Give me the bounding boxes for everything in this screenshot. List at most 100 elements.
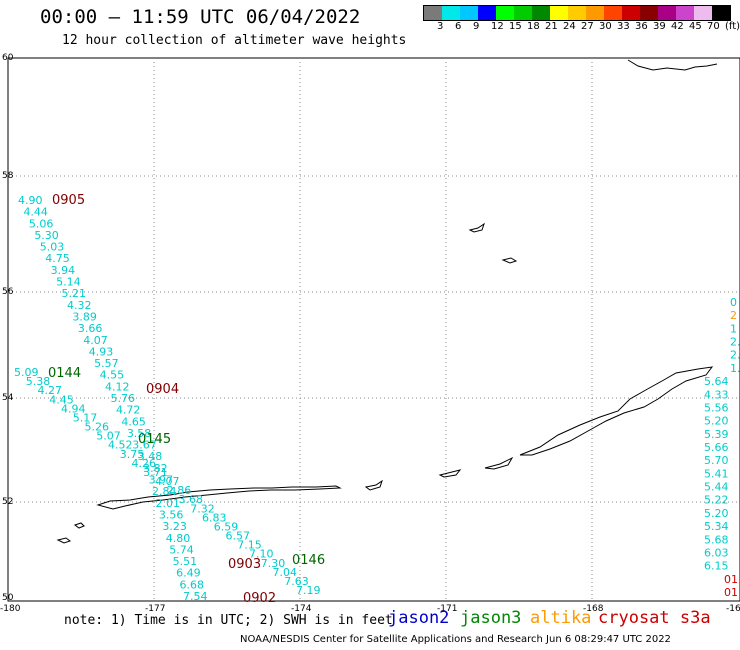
track-b-value: 6.57 — [226, 530, 251, 543]
alaska-peninsula — [519, 366, 714, 456]
track-a-value: 3.97 — [149, 474, 174, 487]
track-right-value: 5.41 — [704, 467, 729, 480]
track-b-value: 7.32 — [190, 502, 215, 515]
legend-swatch — [568, 6, 586, 20]
track-right-value: 5.39 — [704, 428, 729, 441]
track-right-value: 2.4 — [730, 349, 740, 362]
track-a-value: 5.03 — [40, 241, 65, 254]
lat-tick-label: 58 — [2, 171, 14, 181]
track-a-value: 3.48 — [138, 450, 163, 463]
legend-swatch — [442, 6, 460, 20]
track-a-value: 5.51 — [173, 555, 198, 568]
track-b-value: 4.45 — [49, 393, 74, 406]
pass-label-0902: 0902 — [243, 591, 276, 606]
lon-tick-label: -177 — [145, 604, 165, 614]
track-a-value: 2.84 — [152, 485, 177, 498]
track-a-value: 3.89 — [72, 310, 97, 323]
track-a-value: 5.57 — [94, 357, 119, 370]
track-right-value: 4.33 — [704, 388, 729, 401]
page-title: 00:00 – 11:59 UTC 06/04/2022 — [40, 6, 361, 28]
legend-swatch — [532, 6, 550, 20]
track-right-value: 5.20 — [704, 415, 729, 428]
island-pribilof-1 — [468, 222, 485, 233]
legend-label: 70 — [707, 21, 720, 32]
legend-swatch — [622, 6, 640, 20]
legend-swatch — [514, 6, 532, 20]
legend-swatch — [424, 6, 442, 20]
track-b-value: 4.07 — [155, 475, 180, 488]
track-b-value: 7.19 — [296, 584, 321, 597]
track-a-value: 3.82 — [143, 462, 168, 475]
map-grid — [8, 58, 740, 601]
coast-alaska-north — [627, 59, 718, 71]
satellite-altika-label: altika — [530, 608, 592, 628]
legend-label: 33 — [617, 21, 630, 32]
legend-label: 15 — [509, 21, 522, 32]
map-frame — [7, 57, 740, 602]
legend-label: 18 — [527, 21, 540, 32]
track-a-value: 4.72 — [116, 404, 141, 417]
track-b-value: 2.86 — [167, 484, 192, 497]
track-right-value: 5.56 — [704, 401, 729, 414]
track-a-value: 4.44 — [23, 206, 48, 219]
track-b-value: 7.10 — [249, 548, 274, 561]
pass-label-0145: 0145 — [138, 432, 171, 447]
pass-label-0905: 0905 — [52, 193, 85, 208]
lon-tick-label: -171 — [437, 604, 457, 614]
track-right-value: 5.70 — [704, 454, 729, 467]
track-a-value: 7.54 — [183, 590, 208, 603]
track-a-value: 6.49 — [176, 567, 201, 580]
track-b-value: 3.71 — [143, 466, 168, 479]
lon-tick-label: -174 — [291, 604, 312, 614]
legend-label: 21 — [545, 21, 558, 32]
track-a-value: 5.14 — [56, 276, 81, 289]
track-a-value: 3.58 — [127, 427, 152, 440]
track-right-value: 5.66 — [704, 441, 729, 454]
lat-tick-label: 60 — [2, 53, 14, 63]
legend-swatch — [658, 6, 676, 20]
track-a-value: 4.55 — [100, 369, 125, 382]
track-a-value: 5.21 — [62, 287, 87, 300]
track-a-value: 3.67 — [132, 439, 157, 452]
track-right-value: 2 — [730, 309, 737, 322]
satellite-track-a: 4.904.445.065.305.034.753.945.145.214.32… — [18, 194, 208, 603]
pass-label-0903: 0903 — [228, 557, 261, 572]
track-right-value: 6.03 — [704, 546, 729, 559]
lon-tick-label: -16 — [726, 604, 740, 614]
track-b-value: 7.63 — [284, 575, 309, 588]
track-right-value: 6.15 — [704, 560, 729, 573]
track-b-value: 5.26 — [85, 421, 110, 434]
track-right-value: 5.68 — [704, 533, 729, 546]
track-b-value: 6.83 — [202, 511, 227, 524]
footer-credit: NOAA/NESDIS Center for Satellite Applica… — [240, 634, 671, 645]
track-b-value: 7.30 — [261, 557, 286, 570]
track-right-value: 5.20 — [704, 507, 729, 520]
track-a-value: 5.74 — [169, 543, 194, 556]
color-legend — [423, 5, 731, 21]
track-b-value: 3.75 — [120, 448, 145, 461]
island-near-2 — [73, 522, 85, 529]
satellite-track-b: 5.095.384.274.454.945.175.265.074.523.75… — [14, 366, 321, 597]
pass-label-0904: 0904 — [146, 382, 179, 397]
lat-tick-label: 54 — [2, 393, 14, 403]
track-b-value: 4.27 — [38, 384, 63, 397]
track-a-value: 4.12 — [105, 380, 130, 393]
legend-label: 9 — [473, 21, 480, 32]
legend-swatch — [694, 6, 712, 20]
legend-label: 36 — [635, 21, 648, 32]
legend-label: 12 — [491, 21, 504, 32]
legend-label: 45 — [689, 21, 702, 32]
satellite-jason3-label: jason3 — [460, 608, 522, 628]
aleutian-chain-west — [96, 485, 342, 510]
pass-labels: 0905 0144 0904 0145 0903 0146 0902 — [48, 193, 325, 606]
track-b-value: 7.15 — [237, 539, 262, 552]
track-b-value: 3.68 — [179, 493, 204, 506]
track-a-value: 4.07 — [83, 334, 108, 347]
island-pribilof-2 — [501, 257, 518, 264]
footer-note: note: 1) Time is in UTC; 2) SWH is in fe… — [64, 613, 393, 628]
pass-label-0144: 0144 — [48, 366, 81, 381]
track-a-value: 4.65 — [121, 415, 146, 428]
lat-tick-label: 56 — [2, 287, 14, 297]
legend-swatch — [676, 6, 694, 20]
lat-tick-label: 50 — [2, 593, 14, 603]
